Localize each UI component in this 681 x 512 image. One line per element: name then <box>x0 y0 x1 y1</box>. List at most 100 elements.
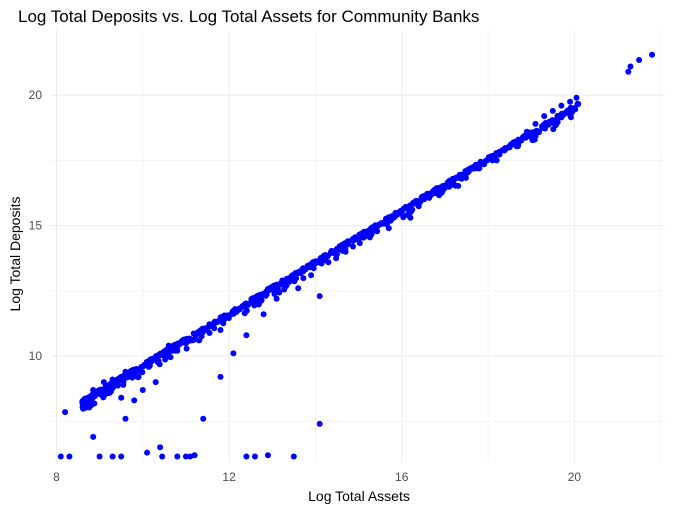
data-point <box>256 300 263 306</box>
data-point <box>157 444 164 451</box>
data-point <box>192 332 199 339</box>
data-point <box>424 191 431 198</box>
data-point <box>148 356 155 363</box>
data-point <box>217 327 224 333</box>
data-point <box>350 243 356 250</box>
data-point <box>122 415 129 422</box>
data-point <box>568 107 575 114</box>
y-axis-title: Log Total Deposits <box>7 197 23 312</box>
data-point <box>109 376 116 383</box>
data-point <box>549 107 556 114</box>
data-point <box>407 214 414 221</box>
data-point <box>90 433 97 440</box>
grid <box>50 30 665 463</box>
data-point <box>268 284 275 290</box>
data-point <box>139 387 146 393</box>
data-points <box>57 51 656 460</box>
data-point <box>483 157 490 164</box>
data-point <box>438 189 445 196</box>
data-point <box>102 385 109 392</box>
x-axis-title: Log Total Assets <box>308 488 410 504</box>
data-point <box>462 168 469 175</box>
data-point <box>625 68 632 75</box>
data-point <box>407 202 413 209</box>
data-point <box>239 303 246 310</box>
data-point <box>257 293 264 300</box>
data-point <box>308 272 315 279</box>
data-point <box>276 289 283 296</box>
data-point <box>213 319 220 326</box>
data-point <box>144 449 151 456</box>
data-point <box>649 51 656 58</box>
data-point <box>264 452 271 459</box>
data-point <box>165 342 172 349</box>
data-point <box>243 332 250 339</box>
data-point <box>385 225 392 232</box>
data-point <box>523 128 530 135</box>
data-point <box>514 143 521 150</box>
data-point <box>342 248 349 255</box>
data-point <box>455 182 462 189</box>
data-point <box>478 160 485 167</box>
data-point <box>368 230 375 237</box>
data-point <box>159 453 166 460</box>
data-point <box>198 326 205 333</box>
data-point <box>334 251 340 258</box>
data-point <box>415 203 422 210</box>
data-point <box>225 312 232 319</box>
data-point <box>412 197 419 204</box>
data-point <box>292 270 299 277</box>
data-point <box>455 174 462 181</box>
data-point <box>100 379 107 386</box>
data-point <box>443 182 450 189</box>
data-point <box>152 379 159 386</box>
chart-title: Log Total Deposits vs. Log Total Assets … <box>18 7 479 26</box>
x-tick-label: 12 <box>222 470 236 484</box>
y-tick-label: 10 <box>29 349 43 363</box>
data-point <box>200 415 207 422</box>
x-tick-label: 16 <box>395 470 409 484</box>
data-point <box>135 367 142 374</box>
data-point <box>573 94 580 101</box>
data-point <box>627 63 634 70</box>
data-point <box>217 373 224 380</box>
data-point <box>406 207 413 214</box>
data-point <box>450 180 457 187</box>
x-tick-label: 20 <box>568 470 582 484</box>
data-point <box>541 113 548 120</box>
data-point <box>118 453 125 460</box>
data-point <box>145 360 152 367</box>
data-point <box>241 310 248 317</box>
data-point <box>550 126 557 133</box>
data-point <box>96 453 103 460</box>
data-point <box>120 381 127 388</box>
data-point <box>489 157 496 164</box>
data-point <box>295 285 302 292</box>
data-point <box>540 124 547 131</box>
data-point <box>218 315 225 322</box>
data-point <box>419 195 426 202</box>
data-point <box>243 453 250 460</box>
data-point <box>211 325 218 332</box>
data-point <box>62 409 69 416</box>
data-point <box>313 259 320 266</box>
data-point <box>575 101 582 107</box>
data-point <box>174 453 181 460</box>
data-point <box>277 281 284 288</box>
data-point <box>398 209 405 216</box>
data-point <box>174 347 181 354</box>
data-point <box>476 165 483 172</box>
data-point <box>94 388 101 395</box>
data-point <box>374 223 381 229</box>
data-point <box>119 373 126 380</box>
data-point <box>316 293 323 300</box>
data-point <box>310 265 317 272</box>
data-point <box>110 380 117 387</box>
data-point <box>131 397 138 404</box>
data-point <box>230 310 237 317</box>
data-point <box>83 400 90 407</box>
tick-labels: 8 12 16 20 10 15 20 <box>29 88 582 484</box>
data-point <box>174 343 180 349</box>
data-point <box>271 291 278 297</box>
data-point <box>206 330 213 336</box>
